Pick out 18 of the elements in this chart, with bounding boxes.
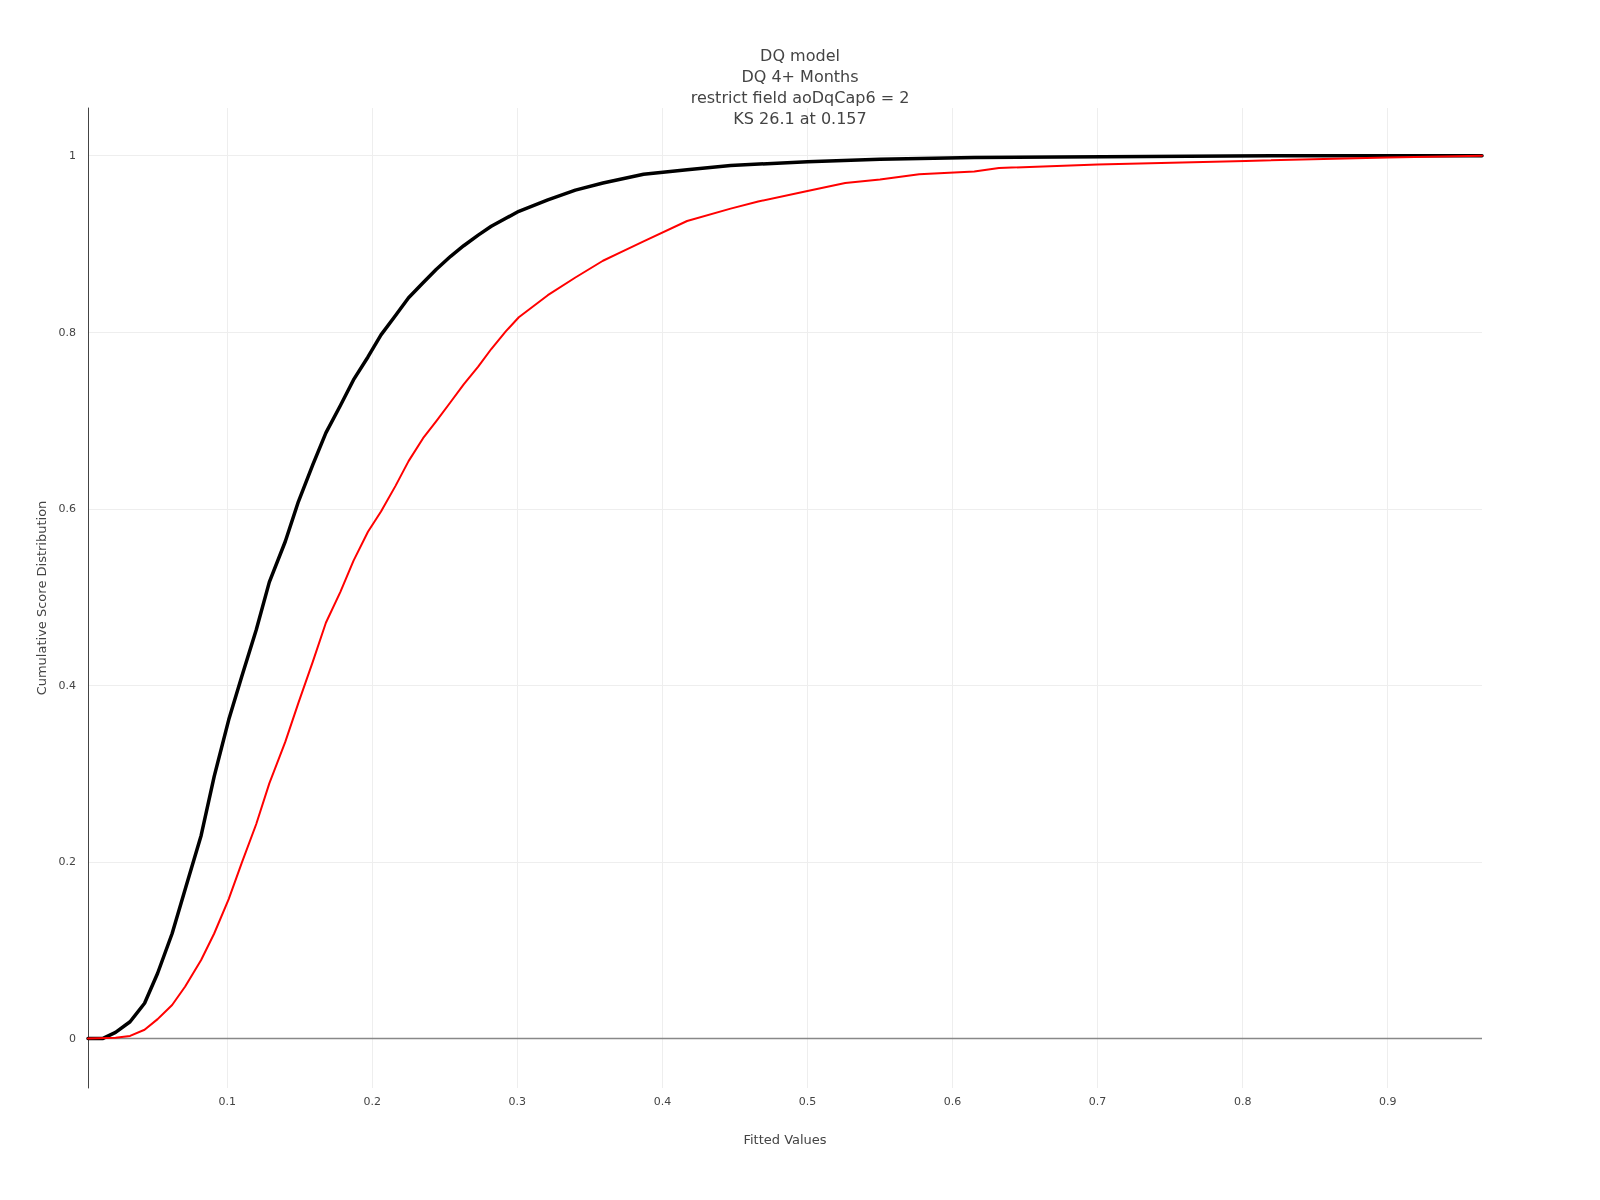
x-tick-label: 0.8 [1233, 1095, 1252, 1108]
x-tick-label: 0.3 [508, 1095, 527, 1108]
y-tick-label: 1 [69, 149, 76, 163]
x-axis-title: Fitted Values [743, 1132, 827, 1147]
y-tick-label: 0.6 [58, 502, 76, 516]
y-tick-label: 0.2 [58, 855, 76, 869]
x-tick-label: 0.7 [1088, 1095, 1107, 1108]
y-tick-label: 0 [69, 1032, 76, 1046]
y-tick-label: 0.4 [58, 678, 76, 692]
y-tick-label: 0.8 [58, 325, 76, 339]
y-axis-title: Cumulative Score Distribution [33, 500, 49, 696]
x-tick-label: 0.4 [653, 1095, 672, 1108]
chart-title: DQ model DQ 4+ Months restrict field aoDqCap6 = 2 KS 26.1 at 0.157 [690, 46, 910, 128]
x-tick-label: 0.9 [1378, 1095, 1397, 1108]
x-tick-label: 0.2 [363, 1095, 382, 1108]
x-tick-label: 0.5 [798, 1095, 817, 1108]
x-tick-label: 0.6 [943, 1095, 962, 1108]
x-tick-label: 0.1 [218, 1095, 236, 1108]
